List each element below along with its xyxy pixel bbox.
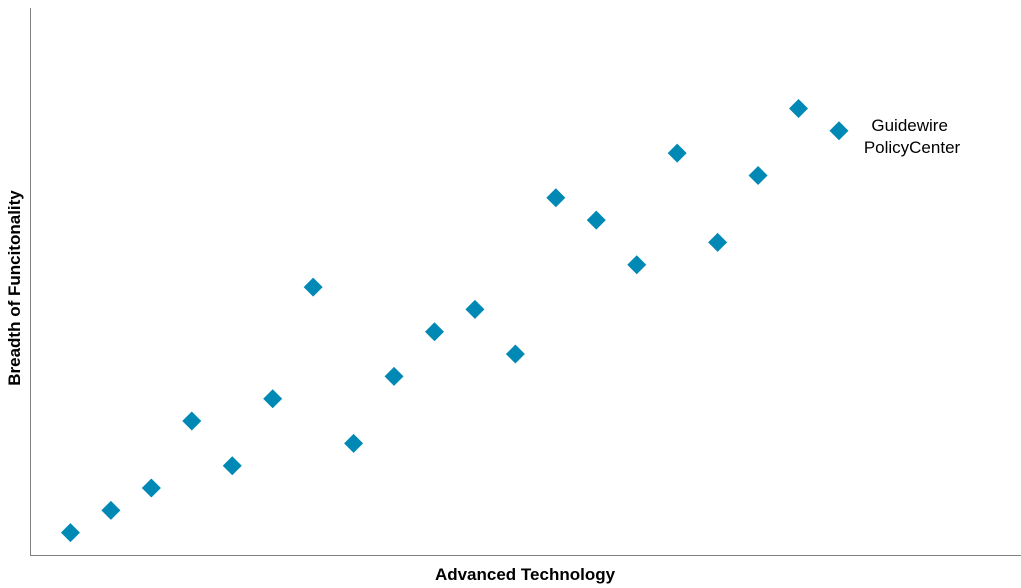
data-point bbox=[303, 277, 323, 297]
data-point bbox=[101, 500, 121, 520]
annotation-line-1: Guidewire bbox=[871, 116, 948, 135]
data-point bbox=[222, 456, 242, 476]
data-point bbox=[829, 121, 849, 141]
data-point bbox=[344, 433, 364, 453]
data-point bbox=[263, 389, 283, 409]
data-point bbox=[60, 523, 80, 543]
data-point bbox=[748, 165, 768, 185]
data-point bbox=[667, 143, 687, 163]
annotation-line-2: PolicyCenter bbox=[864, 138, 961, 157]
y-axis-title: Breadth of Funcitonality bbox=[5, 190, 24, 386]
data-point bbox=[627, 255, 647, 275]
data-point bbox=[182, 411, 202, 431]
data-point bbox=[505, 344, 525, 364]
data-point bbox=[424, 322, 444, 342]
point-annotation: Guidewire PolicyCenter bbox=[864, 116, 961, 157]
data-point bbox=[141, 478, 161, 498]
data-point bbox=[384, 366, 404, 386]
data-points bbox=[60, 98, 849, 543]
data-point bbox=[465, 299, 485, 319]
data-point bbox=[789, 98, 809, 118]
data-point bbox=[546, 188, 566, 208]
x-axis-title: Advanced Technology bbox=[435, 565, 616, 584]
data-point bbox=[708, 232, 728, 252]
data-point bbox=[586, 210, 606, 230]
